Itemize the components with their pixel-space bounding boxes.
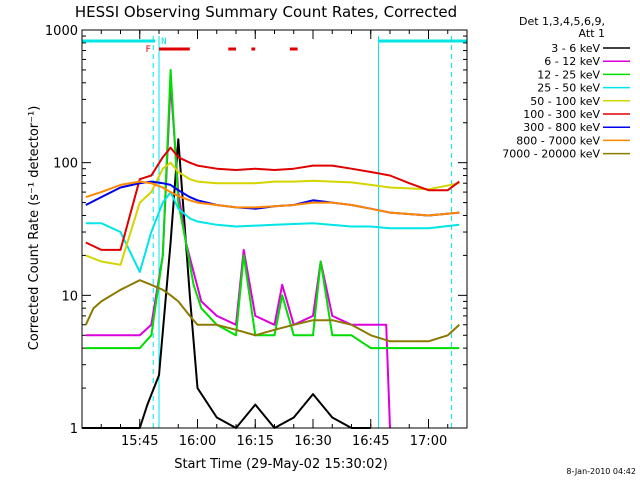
x-axis-label: Start Time (29-May-02 15:30:02) [174, 457, 388, 472]
y-tick-label: 1 [70, 422, 78, 437]
observing-flags: NF [82, 36, 467, 428]
x-tick-label: 16:15 [237, 434, 274, 449]
legend-label: 300 - 800 keV [523, 121, 600, 134]
legend-label: 25 - 50 keV [537, 82, 600, 95]
series-50-100-kev [85, 161, 460, 266]
legend-label: 3 - 6 keV [551, 42, 600, 55]
series-100-300-kev [85, 146, 460, 251]
x-tick-label: 15:45 [121, 434, 158, 449]
legend-label: 50 - 100 keV [530, 95, 600, 108]
x-tick-label: 16:30 [294, 434, 331, 449]
series-12-25-kev [85, 68, 460, 350]
legend-header: Att 1 [579, 27, 605, 40]
legend-label: 6 - 12 keV [544, 55, 600, 68]
flare-flag-label: F [145, 45, 150, 55]
series-7000-20000-kev [84, 279, 460, 343]
series-lines [82, 68, 460, 429]
x-tick-label: 17:00 [410, 434, 447, 449]
x-tick-label: 16:45 [352, 434, 389, 449]
legend-label: 12 - 25 keV [537, 68, 600, 81]
night-flag-label: N [161, 37, 166, 47]
series-300-800-kev [85, 180, 460, 217]
legend-header: Det 1,3,4,5,6,9, [519, 15, 605, 28]
legend-label: 800 - 7000 keV [516, 134, 600, 147]
plot-frame [81, 29, 468, 429]
y-tick-label: 10 [61, 289, 78, 304]
legend-label: 7000 - 20000 keV [502, 148, 600, 161]
series-3-6-kev [82, 138, 371, 429]
legend-label: 100 - 300 keV [523, 108, 600, 121]
series-25-50-kev [85, 191, 460, 273]
y-tick-label: 1000 [45, 24, 78, 39]
y-axis-label: Corrected Count Rate (s⁻¹ detector⁻¹) [27, 106, 42, 351]
chart-title: HESSI Observing Summary Count Rates, Cor… [75, 3, 457, 21]
timestamp: 8-Jan-2010 04:42 [566, 467, 636, 476]
x-tick-label: 16:00 [179, 434, 216, 449]
axis-ticks: 1 10 100 1000 15:45 16:00 16:15 16:30 16:45 17:00 [45, 24, 467, 449]
series-800-7000-kev [85, 180, 460, 217]
y-tick-label: 100 [53, 157, 78, 172]
